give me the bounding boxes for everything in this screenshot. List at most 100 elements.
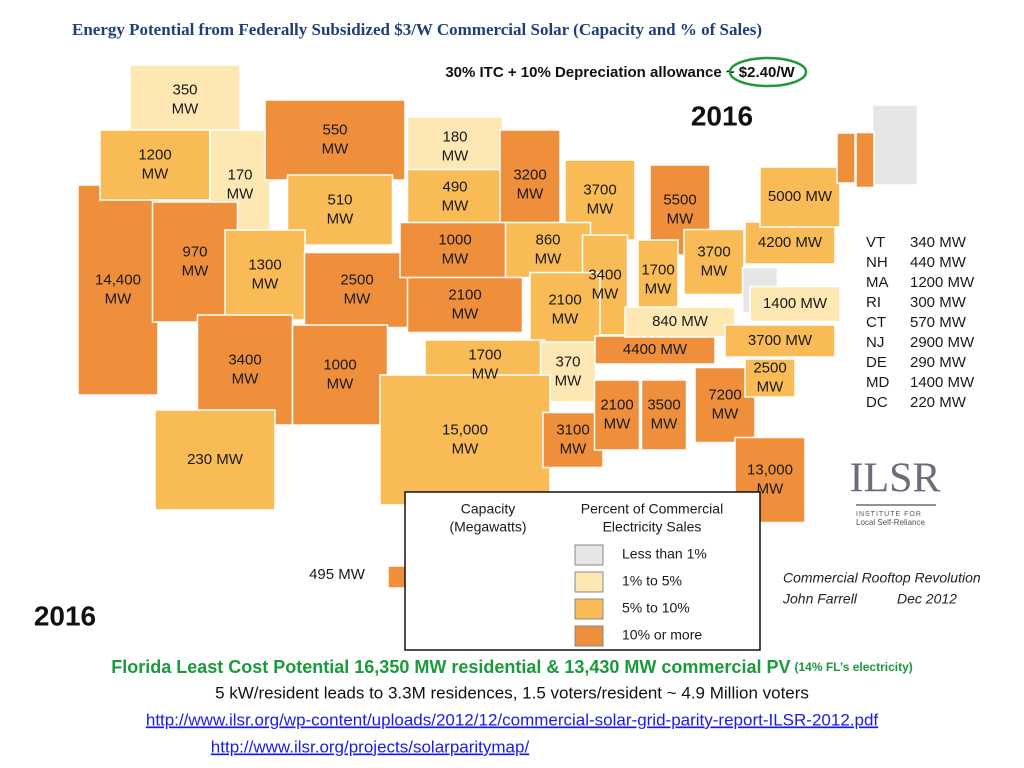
legend-box (404, 491, 761, 651)
legend: Capacity (Megawatts) Percent of Commercial… (449, 501, 723, 647)
subtitle: 30% ITC + 10% Depreciation allowance ~ $… (445, 64, 795, 81)
logo-text: Local Self-Reliance (856, 518, 925, 527)
credit: Commercial Rooftop Revolution (783, 570, 981, 586)
state-label: 350 (172, 81, 197, 98)
legend-swatch (574, 544, 604, 566)
state-capacity: 340 MW (910, 234, 967, 251)
link[interactable]: http://www.ilsr.org/wp-content/uploads/2… (146, 710, 879, 729)
state-label: 3500 (647, 396, 680, 413)
state-abbr: DE (866, 354, 887, 371)
state-label: MW (667, 210, 694, 227)
state-label: 3400 (228, 351, 261, 368)
state-label: MW (535, 250, 562, 267)
state-abbr: NH (866, 254, 888, 271)
state-label: 13,000 (747, 461, 793, 478)
state-capacity: 300 MW (910, 294, 967, 311)
link[interactable]: http://www.ilsr.org/projects/solarparity… (211, 737, 530, 756)
logo-text: INSTITUTE FOR (856, 511, 922, 518)
state-label: MW (252, 275, 279, 292)
state-label: MW (651, 415, 678, 432)
state (836, 132, 856, 184)
state-label: 180 (442, 128, 467, 145)
state-label: 2100 (448, 286, 481, 303)
state-label: MW (701, 262, 728, 279)
state (744, 221, 836, 265)
legend-swatch (574, 625, 604, 647)
state-label: MW (517, 185, 544, 202)
logo: ILSR (849, 456, 940, 502)
state-label: MW (232, 370, 259, 387)
state-label: MW (105, 290, 132, 307)
state-label: 7200 (708, 386, 741, 403)
state-label: MW (604, 415, 631, 432)
state-label: MW (327, 210, 354, 227)
credit: John Farrell (782, 591, 858, 607)
year-label: 2016 (691, 100, 753, 131)
state (77, 184, 159, 396)
state-label: 1000 (438, 231, 471, 248)
credit: Dec 2012 (897, 591, 957, 607)
headline: Florida Least Cost Potential 16,350 MW r… (111, 657, 790, 677)
state-label: 2500 (753, 359, 786, 376)
state-label: MW (442, 147, 469, 164)
state-label: MW (452, 305, 479, 322)
state-label: MW (592, 285, 619, 302)
state-label: 860 (535, 231, 560, 248)
state-label: 3100 (556, 421, 589, 438)
state-label: MW (555, 372, 582, 389)
state-label: 3700 (583, 181, 616, 198)
state-capacity: 290 MW (910, 354, 967, 371)
state (759, 166, 841, 228)
state-label: 4400 MW (623, 341, 688, 358)
state-label: 2100 (600, 396, 633, 413)
state-label: 4200 MW (758, 234, 823, 251)
state-abbr: NJ (866, 334, 884, 351)
state-label: MW (442, 250, 469, 267)
state (542, 411, 604, 469)
state-label: 1300 (248, 256, 281, 273)
state-label: 1700 (468, 346, 501, 363)
state-label: MW (442, 197, 469, 214)
state-label: 3400 (588, 266, 621, 283)
state-label: 970 (182, 243, 207, 260)
state-capacity: 570 MW (910, 314, 967, 331)
state-abbr: CT (866, 314, 886, 331)
state-label: 2100 (548, 291, 581, 308)
state-label: MW (587, 200, 614, 217)
state-label: MW (757, 480, 784, 497)
title: Energy Potential from Federally Subsidiz… (72, 20, 762, 39)
state-label: MW (142, 165, 169, 182)
state (724, 324, 836, 358)
state (196, 314, 294, 426)
state-label: MW (452, 440, 479, 457)
state-label: 5500 (663, 191, 696, 208)
state-label: 1000 (323, 356, 356, 373)
legend-header: Percent of Commercial (581, 501, 723, 517)
state-label: 840 MW (652, 313, 709, 330)
state (683, 228, 745, 296)
year-label: 2016 (34, 600, 96, 631)
northeast-list: VT 340 MW NH 440 MW MA 1200 MW RI 300 MW CT 570 M… (866, 234, 975, 411)
state (529, 271, 601, 349)
state-label: 1400 MW (763, 295, 828, 312)
legend-swatch (574, 598, 604, 620)
legend-header: Electricity Sales (603, 519, 702, 535)
state-label: 230 MW (187, 451, 244, 468)
footer-line: 5 kW/resident leads to 3.3M residences, … (215, 683, 809, 702)
state-capacity: 440 MW (910, 254, 967, 271)
state-label: MW (344, 290, 371, 307)
state (406, 168, 504, 226)
state-label: MW (645, 280, 672, 297)
state (151, 201, 239, 323)
state (504, 221, 592, 279)
state-label: 370 (555, 353, 580, 370)
state-label: 3700 (697, 243, 730, 260)
highlight-ellipse (728, 56, 808, 88)
state-capacity: 2900 MW (910, 334, 975, 351)
state (303, 251, 411, 329)
state-label: 5000 MW (768, 188, 833, 205)
state-label: 1200 (138, 146, 171, 163)
state (871, 104, 919, 186)
state-abbr: RI (866, 294, 881, 311)
state-label: MW (227, 185, 254, 202)
